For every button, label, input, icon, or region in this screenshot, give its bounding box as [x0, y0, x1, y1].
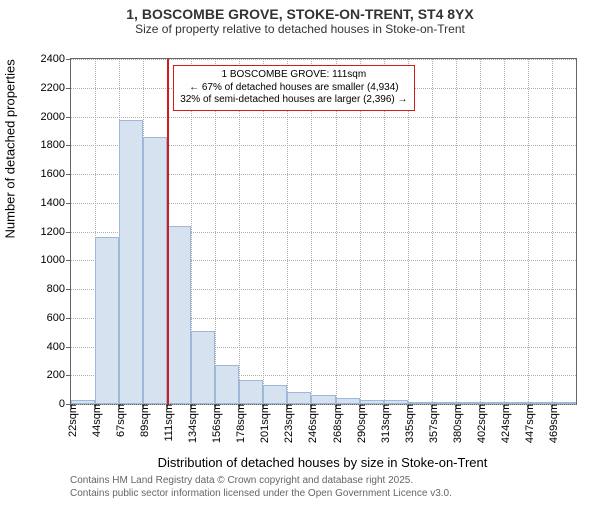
xtick-label: 268sqm [328, 404, 344, 443]
xtick-label: 357sqm [424, 404, 440, 443]
histogram-bar [504, 402, 528, 404]
histogram-bar [71, 400, 95, 404]
chart-title: 1, BOSCOMBE GROVE, STOKE-ON-TRENT, ST4 8… [0, 6, 600, 22]
gridline-v [552, 59, 553, 404]
chart-subtitle: Size of property relative to detached ho… [0, 22, 600, 36]
xtick-label: 22sqm [63, 404, 79, 437]
xtick-label: 89sqm [135, 404, 151, 437]
annotation-box: 1 BOSCOMBE GROVE: 111sqm← 67% of detache… [173, 65, 414, 111]
ytick-label: 1200 [41, 226, 71, 238]
gridline-v [528, 59, 529, 404]
gridline-v [239, 59, 240, 404]
footer-line-1: Contains HM Land Registry data © Crown c… [70, 475, 452, 488]
y-axis-title: Number of detached properties [3, 218, 18, 238]
histogram-bar [408, 402, 432, 404]
gridline-h [71, 117, 576, 118]
histogram-bar [552, 402, 576, 404]
histogram-bar [311, 395, 335, 404]
histogram-bar [95, 237, 119, 404]
gridline-v [336, 59, 337, 404]
xtick-label: 178sqm [231, 404, 247, 443]
gridline-v [287, 59, 288, 404]
annotation-line-smaller: ← 67% of detached houses are smaller (4,… [180, 82, 407, 95]
xtick-label: 402sqm [472, 404, 488, 443]
histogram-bar [191, 331, 215, 404]
footer-attribution: Contains HM Land Registry data © Crown c… [70, 475, 452, 500]
xtick-label: 44sqm [87, 404, 103, 437]
xtick-label: 223sqm [279, 404, 295, 443]
xtick-label: 380sqm [448, 404, 464, 443]
gridline-v [263, 59, 264, 404]
xtick-label: 111sqm [159, 404, 175, 442]
ytick-label: 1400 [41, 197, 71, 209]
ytick-label: 1600 [41, 168, 71, 180]
histogram-bar [143, 137, 167, 404]
gridline-v [456, 59, 457, 404]
histogram-bar [215, 365, 239, 404]
xtick-label: 335sqm [400, 404, 416, 443]
gridline-v [311, 59, 312, 404]
xtick-label: 156sqm [207, 404, 223, 443]
histogram-bar [239, 380, 263, 404]
gridline-v [215, 59, 216, 404]
gridline-v [432, 59, 433, 404]
xtick-label: 134sqm [183, 404, 199, 443]
xtick-label: 246sqm [303, 404, 319, 443]
gridline-v [360, 59, 361, 404]
gridline-h [71, 59, 576, 60]
gridline-v [408, 59, 409, 404]
annotation-title: 1 BOSCOMBE GROVE: 111sqm [180, 69, 407, 82]
gridline-v [480, 59, 481, 404]
ytick-label: 2200 [41, 82, 71, 94]
marker-line [167, 59, 169, 404]
histogram-bar [480, 402, 504, 404]
histogram-bar [336, 398, 360, 404]
ytick-label: 600 [47, 312, 71, 324]
ytick-label: 2400 [41, 53, 71, 65]
histogram-bar [167, 226, 191, 404]
histogram-bar [287, 392, 311, 404]
histogram-bar [384, 400, 408, 404]
ytick-label: 800 [47, 283, 71, 295]
gridline-v [384, 59, 385, 404]
histogram-bar [360, 400, 384, 404]
xtick-label: 424sqm [496, 404, 512, 443]
ytick-label: 200 [47, 369, 71, 381]
histogram-bar [528, 402, 552, 404]
x-axis-title: Distribution of detached houses by size … [70, 455, 575, 470]
xtick-label: 67sqm [111, 404, 127, 437]
annotation-line-larger: 32% of semi-detached houses are larger (… [180, 94, 407, 107]
xtick-label: 447sqm [520, 404, 536, 443]
histogram-bar [263, 385, 287, 404]
plot-area: 0200400600800100012001400160018002000220… [70, 58, 577, 405]
ytick-label: 1000 [41, 254, 71, 266]
chart-container: 1, BOSCOMBE GROVE, STOKE-ON-TRENT, ST4 8… [0, 6, 600, 506]
ytick-label: 2000 [41, 111, 71, 123]
ytick-label: 400 [47, 341, 71, 353]
xtick-label: 201sqm [255, 404, 271, 443]
footer-line-2: Contains public sector information licen… [70, 488, 452, 501]
ytick-label: 1800 [41, 139, 71, 151]
gridline-v [504, 59, 505, 404]
xtick-label: 290sqm [352, 404, 368, 443]
xtick-label: 313sqm [376, 404, 392, 443]
histogram-bar [432, 402, 456, 404]
histogram-bar [119, 120, 143, 404]
histogram-bar [456, 402, 480, 404]
xtick-label: 469sqm [544, 404, 560, 443]
